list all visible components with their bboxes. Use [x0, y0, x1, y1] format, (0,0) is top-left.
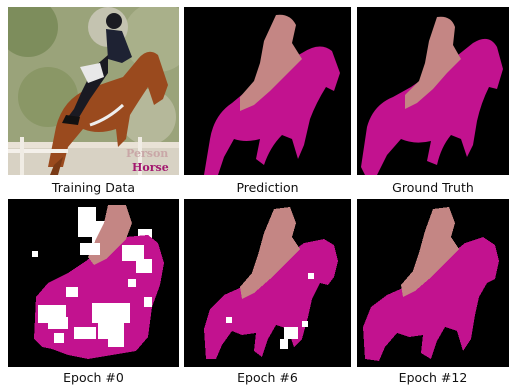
ground-truth-mask [357, 7, 509, 175]
epoch-0-mask [8, 199, 179, 367]
horse-rider-photo [8, 7, 179, 175]
epoch-12-mask [357, 199, 509, 367]
caption-epoch-0: Epoch #0 [63, 370, 124, 385]
legend-person: Person [126, 147, 169, 160]
training-data-image: Person Horse [8, 7, 179, 175]
caption-epoch-12: Epoch #12 [398, 370, 468, 385]
prediction-mask [184, 7, 351, 175]
caption-epoch-6: Epoch #6 [237, 370, 298, 385]
legend-horse: Horse [132, 161, 169, 174]
caption-training-data: Training Data [51, 180, 136, 195]
caption-ground-truth: Ground Truth [392, 180, 474, 195]
epoch-6-mask [184, 199, 351, 367]
caption-prediction: Prediction [236, 180, 299, 195]
